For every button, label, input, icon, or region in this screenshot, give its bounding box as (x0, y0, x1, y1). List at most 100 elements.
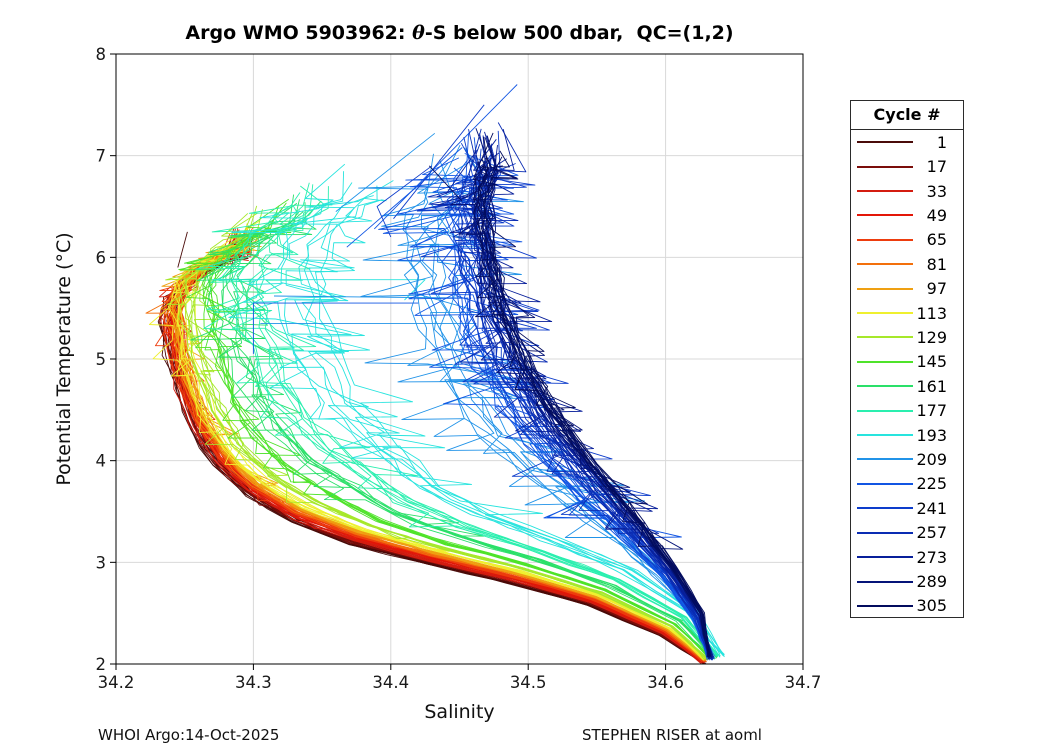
profile-line (273, 295, 463, 299)
legend-entry-label: 305 (916, 596, 947, 616)
legend-line-sample (857, 580, 913, 583)
legend-entry-17: 17 (851, 154, 963, 178)
profile-line (294, 197, 721, 658)
legend-entry-label: 129 (916, 327, 947, 347)
profile-line (358, 185, 711, 659)
profile-line (393, 104, 485, 219)
plot-title: Argo WMO 5903962: θ-S below 500 dbar, QC… (116, 22, 803, 44)
profile-line (429, 147, 711, 659)
profile-lines-cycle-129 (165, 205, 710, 661)
profile-line (428, 165, 463, 202)
legend-entry-257: 257 (851, 521, 963, 545)
profile-line (169, 245, 706, 660)
profile-line (483, 150, 710, 658)
profile-line (376, 165, 433, 238)
legend-entry-305: 305 (851, 594, 963, 618)
legend-entry-241: 241 (851, 496, 963, 520)
profile-line (446, 132, 710, 658)
x-tick-label: 34.4 (372, 673, 409, 692)
legend-entry-label: 65 (926, 230, 947, 250)
legend-entry-225: 225 (851, 472, 963, 496)
profile-lines-cycle-193 (212, 163, 725, 658)
profile-line (177, 212, 709, 660)
legend-title: Cycle # (851, 101, 963, 130)
profile-line (187, 231, 710, 659)
profile-line (475, 165, 710, 657)
legend-line-sample (857, 556, 913, 559)
profile-line (228, 163, 724, 655)
profile-line (346, 147, 463, 248)
profile-line (378, 167, 712, 661)
legend-entry-label: 177 (916, 401, 947, 421)
profile-line (397, 159, 712, 658)
theta-symbol: θ (412, 22, 425, 44)
y-tick-label: 3 (96, 553, 107, 572)
profile-line (315, 199, 724, 656)
legend-entry-1: 1 (851, 130, 963, 154)
legend-entry-label: 193 (916, 425, 947, 445)
legend-entry-label: 17 (926, 157, 947, 177)
legend-entry-label: 209 (916, 449, 947, 469)
x-tick-label: 34.2 (98, 673, 135, 692)
y-tick-label: 4 (96, 452, 107, 471)
y-tick-label: 5 (96, 350, 107, 369)
legend-line-sample (857, 238, 913, 241)
profile-line (162, 243, 703, 664)
profile-line (206, 220, 716, 659)
profile-line (183, 220, 710, 660)
profile-line (373, 84, 518, 230)
legend-line-sample (857, 336, 913, 339)
legend-entry-273: 273 (851, 545, 963, 569)
legend-entry-label: 97 (926, 279, 947, 299)
legend-line-sample (857, 263, 913, 266)
legend-entry-113: 113 (851, 301, 963, 325)
legend-entry-193: 193 (851, 423, 963, 447)
profile-line (187, 235, 708, 661)
profile-line (284, 171, 725, 655)
profile-line (180, 246, 705, 660)
legend-entry-65: 65 (851, 228, 963, 252)
legend-box: Cycle # 1 17 33 49 65 81 97 113 129 145 161 177 193 2… (850, 100, 964, 618)
x-tick-label: 34.3 (235, 673, 272, 692)
legend-entry-label: 241 (916, 498, 947, 518)
y-tick-label: 7 (96, 147, 107, 166)
legend-line-sample (857, 458, 913, 461)
legend-entries: 1 17 33 49 65 81 97 113 129 145 161 177 193 209 225 241… (851, 130, 963, 618)
profile-line (397, 159, 716, 657)
plot-title-suffix: -S below 500 dbar, QC=(1,2) (424, 22, 734, 44)
legend-line-sample (857, 312, 913, 315)
legend-entry-49: 49 (851, 203, 963, 227)
x-tick-label: 34.5 (510, 673, 547, 692)
plot-title-prefix: Argo WMO 5903962: (185, 22, 413, 44)
footer-right-text: STEPHEN RISER at aoml (582, 726, 762, 744)
profile-line (172, 226, 707, 661)
profile-line (190, 210, 716, 659)
profile-line (445, 149, 478, 195)
legend-line-sample (857, 482, 913, 485)
y-tick-label: 6 (96, 248, 107, 267)
x-tick-label: 34.7 (785, 673, 822, 692)
profile-line (279, 195, 721, 655)
legend-entry-145: 145 (851, 350, 963, 374)
legend-entry-209: 209 (851, 447, 963, 471)
legend-line-sample (857, 385, 913, 388)
profile-line (148, 229, 709, 661)
legend-line-sample (857, 287, 913, 290)
profile-lines-cycle-113 (148, 220, 709, 661)
profile-line (188, 205, 707, 660)
profile-line (473, 166, 710, 657)
legend-line-sample (857, 531, 913, 534)
profile-line (289, 185, 725, 656)
legend-line-sample (857, 409, 913, 412)
legend-line-sample (857, 165, 913, 168)
profile-line (458, 128, 714, 659)
y-tick-label: 8 (96, 45, 107, 64)
legend-entry-289: 289 (851, 569, 963, 593)
legend-entry-label: 113 (916, 303, 947, 323)
legend-line-sample (857, 214, 913, 217)
legend-entry-label: 49 (926, 205, 947, 225)
legend-entry-129: 129 (851, 325, 963, 349)
legend-line-sample (857, 190, 913, 193)
legend-line-sample (857, 507, 913, 510)
legend-entry-label: 33 (926, 181, 947, 201)
